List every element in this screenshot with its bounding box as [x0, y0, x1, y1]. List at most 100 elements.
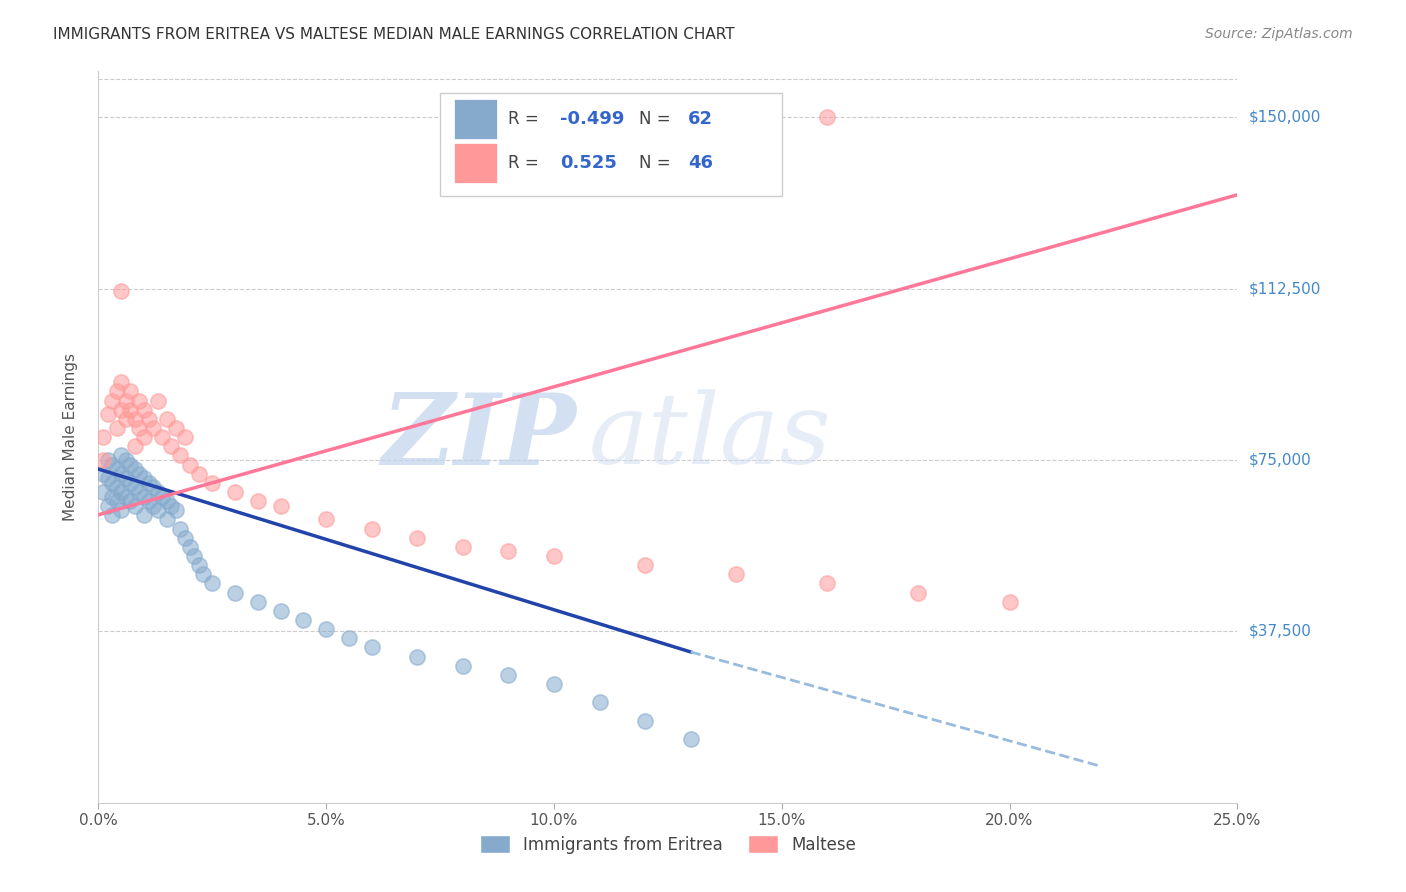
Point	[101, 393, 124, 408]
Point	[96, 499, 118, 513]
Point	[187, 558, 209, 573]
Point	[146, 393, 169, 408]
Point	[124, 499, 146, 513]
Text: -0.499: -0.499	[560, 110, 624, 128]
Point	[128, 467, 150, 481]
Point	[142, 421, 165, 435]
Point	[815, 110, 838, 124]
Point	[543, 677, 565, 691]
Point	[142, 499, 165, 513]
Point	[179, 540, 201, 554]
Point	[138, 494, 160, 508]
Point	[156, 494, 179, 508]
Point	[679, 731, 702, 746]
Point	[114, 490, 136, 504]
Point	[193, 567, 215, 582]
Point	[132, 471, 155, 485]
Point	[815, 576, 838, 591]
Text: $112,500: $112,500	[1249, 281, 1320, 296]
Point	[110, 448, 132, 462]
Point	[451, 658, 474, 673]
Point	[91, 453, 114, 467]
Point	[114, 453, 136, 467]
Text: Source: ZipAtlas.com: Source: ZipAtlas.com	[1205, 27, 1353, 41]
Point	[224, 585, 246, 599]
Point	[96, 453, 118, 467]
Point	[120, 475, 142, 490]
Point	[105, 462, 128, 476]
Point	[120, 384, 142, 399]
FancyBboxPatch shape	[454, 143, 498, 183]
Point	[360, 640, 382, 655]
Point	[201, 475, 224, 490]
Point	[998, 594, 1021, 608]
Point	[101, 490, 124, 504]
Point	[246, 494, 269, 508]
Point	[725, 567, 748, 582]
Point	[315, 622, 337, 636]
Text: atlas: atlas	[588, 390, 831, 484]
Point	[292, 613, 315, 627]
Point	[246, 594, 269, 608]
Point	[96, 407, 118, 421]
Point	[498, 544, 520, 558]
Point	[634, 714, 657, 728]
Point	[165, 421, 187, 435]
Text: R =: R =	[509, 110, 544, 128]
Point	[183, 549, 205, 563]
Point	[105, 384, 128, 399]
FancyBboxPatch shape	[454, 99, 498, 139]
Point	[150, 490, 173, 504]
Point	[174, 531, 197, 545]
Point	[132, 508, 155, 522]
Point	[146, 484, 169, 499]
Point	[110, 284, 132, 298]
Point	[187, 467, 209, 481]
Point	[132, 490, 155, 504]
Point	[451, 540, 474, 554]
Point	[105, 480, 128, 494]
Point	[96, 471, 118, 485]
Point	[132, 402, 155, 417]
Point	[142, 480, 165, 494]
Point	[91, 484, 114, 499]
Text: IMMIGRANTS FROM ERITREA VS MALTESE MEDIAN MALE EARNINGS CORRELATION CHART: IMMIGRANTS FROM ERITREA VS MALTESE MEDIA…	[53, 27, 735, 42]
Point	[124, 480, 146, 494]
Point	[120, 458, 142, 472]
Text: 46: 46	[689, 153, 713, 172]
Point	[110, 484, 132, 499]
Text: N =: N =	[640, 110, 676, 128]
Point	[138, 411, 160, 425]
Point	[114, 471, 136, 485]
Point	[406, 531, 429, 545]
Point	[588, 695, 610, 709]
Point	[120, 494, 142, 508]
Point	[201, 576, 224, 591]
Point	[91, 430, 114, 444]
Point	[224, 484, 246, 499]
Point	[128, 484, 150, 499]
Point	[114, 411, 136, 425]
Point	[128, 421, 150, 435]
Point	[110, 503, 132, 517]
Point	[406, 649, 429, 664]
Point	[101, 508, 124, 522]
Point	[138, 475, 160, 490]
Point	[498, 667, 520, 681]
Point	[128, 393, 150, 408]
Point	[169, 448, 191, 462]
Point	[270, 499, 292, 513]
Point	[160, 499, 183, 513]
Point	[132, 430, 155, 444]
Point	[179, 458, 201, 472]
Point	[156, 512, 179, 526]
Legend: Immigrants from Eritrea, Maltese: Immigrants from Eritrea, Maltese	[472, 829, 863, 860]
Point	[156, 411, 179, 425]
Text: R =: R =	[509, 153, 550, 172]
Point	[315, 512, 337, 526]
Point	[91, 467, 114, 481]
Point	[360, 521, 382, 535]
FancyBboxPatch shape	[440, 94, 782, 195]
Point	[105, 494, 128, 508]
Text: 62: 62	[689, 110, 713, 128]
